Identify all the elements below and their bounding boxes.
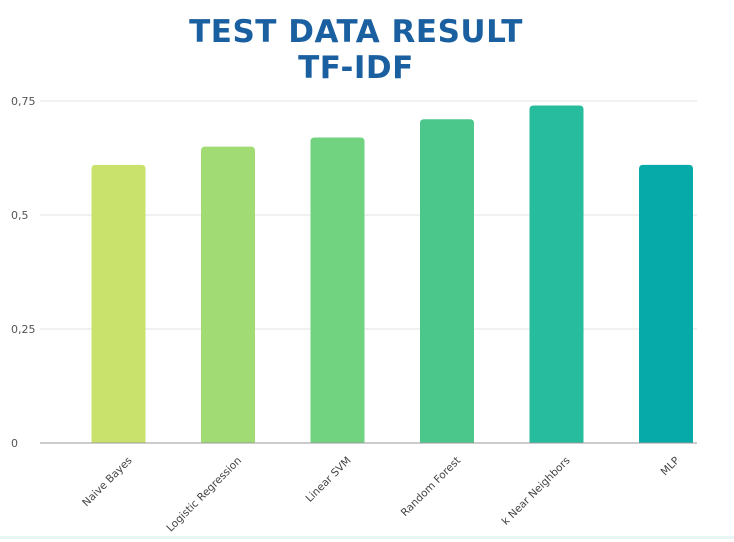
x-tick-label: MLP [659, 455, 683, 479]
chart-subtitle: TF-IDF [298, 50, 414, 86]
y-tick-label: 0,5 [11, 209, 29, 222]
bar [201, 146, 255, 443]
bar [529, 105, 584, 443]
bar [310, 137, 365, 444]
grid-lines [40, 100, 697, 330]
x-tick-label: Logistic Regression [164, 455, 244, 535]
x-tick-label: Random Forest [399, 455, 463, 519]
y-tick-label: 0 [11, 437, 18, 450]
x-tick-label: k Near Neighbors [500, 455, 573, 528]
chart-title-block: TEST DATA RESULT TF-IDF [0, 14, 712, 86]
bar [420, 119, 474, 444]
y-tick-label: 0,75 [11, 95, 36, 108]
y-axis-tick-labels: 0 0,25 0,5 0,75 [11, 95, 36, 450]
bar [91, 164, 146, 443]
x-axis-tick-labels: Naive Bayes Logistic Regression Linear SVM… [80, 455, 682, 535]
y-tick-label: 0,25 [11, 323, 36, 336]
chart-title: TEST DATA RESULT [189, 14, 523, 50]
x-tick-label: Linear SVM [303, 455, 353, 505]
x-tick-label: Naive Bayes [80, 455, 134, 509]
bottom-divider [0, 536, 734, 539]
bar [639, 164, 693, 443]
bars [91, 105, 693, 444]
